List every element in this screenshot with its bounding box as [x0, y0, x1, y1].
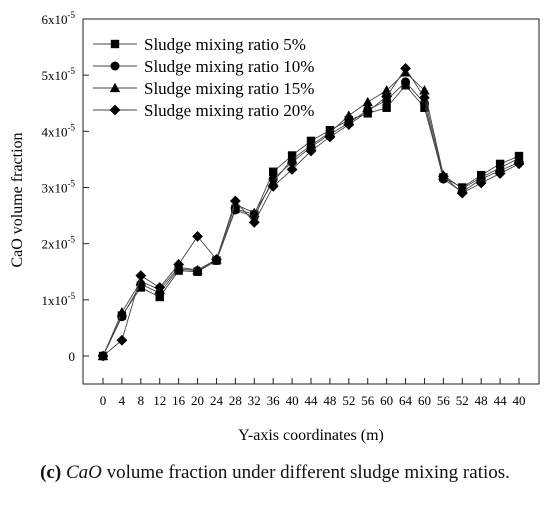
- x-tick-label: 44: [305, 393, 319, 408]
- data-point: [437, 170, 449, 182]
- x-tick-label: 28: [229, 393, 242, 408]
- data-point: [419, 85, 430, 95]
- legend-marker: [109, 104, 121, 116]
- data-point: [513, 153, 525, 163]
- data-point: [305, 145, 317, 157]
- y-tick-label: 0: [69, 349, 76, 364]
- data-point: [419, 92, 430, 104]
- series-line: [102, 81, 520, 357]
- data-point: [494, 168, 506, 179]
- data-point: [286, 164, 298, 175]
- x-tick-label: 8: [138, 393, 145, 408]
- data-point: [248, 216, 260, 228]
- x-tick-label: 48: [323, 393, 336, 408]
- data-point: [211, 253, 222, 265]
- x-tick-label: 0: [100, 393, 107, 408]
- data-point: [475, 172, 487, 182]
- x-tick-label: 56: [437, 393, 451, 408]
- data-point: [267, 180, 279, 192]
- legend-label: Sludge mixing ratio 20%: [144, 101, 314, 120]
- data-point: [154, 282, 166, 293]
- x-axis-label: Y-axis coordinates (m): [238, 427, 384, 444]
- y-axis-label: CaO volume fraction: [9, 132, 26, 267]
- y-tick-label: 3x10-5: [42, 179, 76, 196]
- legend-item: Sludge mixing ratio 5%: [93, 35, 306, 54]
- data-point: [192, 230, 203, 242]
- x-tick-label: 16: [172, 393, 186, 408]
- y-tick-label: 1x10-5: [42, 291, 76, 308]
- x-tick-label: 20: [191, 393, 204, 408]
- data-point: [116, 334, 128, 346]
- data-point: [343, 119, 355, 130]
- caption-subject: CaO: [65, 462, 102, 483]
- legend-item: Sludge mixing ratio 10%: [93, 57, 314, 76]
- y-tick-label: 2x10-5: [42, 235, 76, 252]
- legend-label: Sludge mixing ratio 5%: [144, 35, 306, 54]
- x-tick-label: 64: [399, 393, 413, 408]
- data-point: [286, 154, 298, 164]
- x-tick-label: 44: [494, 393, 508, 408]
- legend-item: Sludge mixing ratio 20%: [93, 101, 314, 120]
- data-point: [324, 131, 336, 143]
- caption-text: volume fraction under different sludge m…: [101, 462, 510, 483]
- data-point: [475, 177, 487, 189]
- data-point: [229, 195, 241, 207]
- data-point: [173, 259, 185, 270]
- data-point: [381, 91, 393, 102]
- series-1: [98, 81, 524, 361]
- data-point: [249, 207, 260, 217]
- y-tick-label: 5x10-5: [42, 66, 76, 83]
- data-point: [343, 110, 355, 120]
- y-axis-ticks: 0 1x10-5 2x10-5 3x10-5 4x10-5 5x10-5 6x10-5: [42, 10, 89, 364]
- data-point: [382, 103, 391, 112]
- x-tick-label: 12: [153, 393, 166, 408]
- x-tick-label: 56: [361, 393, 375, 408]
- x-tick-label: 60: [380, 393, 393, 408]
- legend-item: Sludge mixing ratio 15%: [93, 79, 314, 98]
- data-point: [400, 63, 411, 74]
- data-point: [305, 140, 317, 150]
- data-point: [494, 162, 506, 173]
- x-tick-label: 60: [418, 393, 431, 408]
- figure-caption: (c) CaO volume fraction under different …: [10, 458, 540, 487]
- x-tick-label: 40: [513, 393, 526, 408]
- x-tick-label: 4: [119, 393, 126, 408]
- x-tick-label: 48: [475, 393, 488, 408]
- data-point: [116, 306, 128, 317]
- series-layer: [97, 63, 525, 362]
- data-point: [401, 77, 411, 87]
- series-4: [97, 63, 525, 362]
- x-tick-label: 32: [248, 393, 261, 408]
- caption-label: (c): [40, 462, 62, 483]
- x-tick-label: 52: [342, 393, 355, 408]
- x-tick-label: 36: [267, 393, 281, 408]
- data-point: [135, 270, 147, 282]
- legend: Sludge mixing ratio 5% Sludge mixing rati…: [93, 35, 314, 120]
- data-point: [268, 167, 278, 176]
- legend-label: Sludge mixing ratio 15%: [144, 79, 314, 98]
- x-tick-label: 52: [456, 393, 469, 408]
- data-point: [456, 187, 468, 199]
- data-point: [97, 350, 109, 362]
- legend-label: Sludge mixing ratio 10%: [144, 57, 314, 76]
- legend-marker: [110, 61, 120, 71]
- data-point: [513, 158, 525, 170]
- y-tick-label: 6x10-5: [42, 10, 76, 27]
- x-axis-ticks: 0 4 8 12 16 20 24 28 32 36 40 44 48 52 56 60 64 60 56 52 48 4…: [100, 378, 526, 408]
- legend-marker: [109, 82, 121, 93]
- data-point: [362, 96, 373, 107]
- data-point: [192, 264, 203, 275]
- series-line: [102, 84, 520, 357]
- legend-marker: [110, 39, 120, 49]
- x-tick-label: 40: [286, 393, 299, 408]
- data-point: [362, 106, 374, 118]
- x-tick-label: 24: [210, 393, 224, 408]
- y-tick-label: 4x10-5: [42, 122, 76, 139]
